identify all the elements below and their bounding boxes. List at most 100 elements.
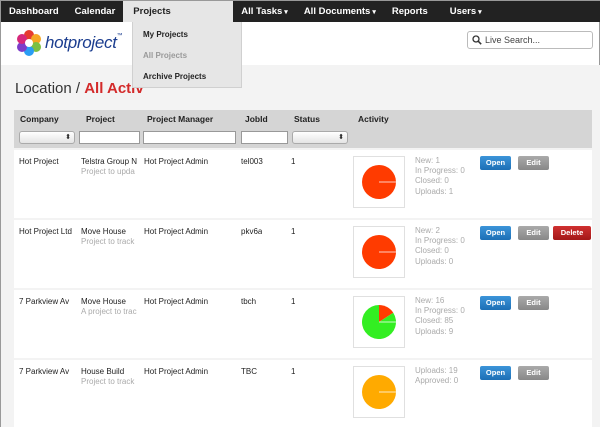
status-filter-select[interactable]: ⬍ — [292, 131, 348, 144]
manager-cell: Hot Project Admin — [144, 157, 209, 166]
page-title: Location / All Activ — [15, 80, 144, 97]
nav-calendar[interactable]: Calendar — [67, 1, 124, 22]
status-cell: 1 — [291, 227, 296, 236]
table-row: 7 Parkview Av House Build Project to tra… — [14, 360, 592, 427]
company-cell: 7 Parkview Av — [19, 367, 70, 376]
nav-all-tasks[interactable]: All Tasks ▾ — [233, 1, 296, 22]
top-nav: Dashboard Calendar Projects All Tasks ▾ A… — [1, 1, 600, 22]
jobid-filter-input[interactable] — [241, 131, 288, 144]
pie-slice — [379, 305, 394, 322]
project-link[interactable]: Move House — [81, 227, 126, 236]
stat-new: New: 1 — [415, 156, 440, 165]
open-button[interactable]: Open — [480, 296, 511, 310]
column-header-project[interactable]: Project — [86, 114, 115, 124]
nav-dashboard[interactable]: Dashboard — [1, 1, 67, 22]
nav-projects[interactable]: Projects — [123, 1, 234, 22]
project-link[interactable]: Telstra Group N — [81, 157, 138, 166]
stat-in-progress: In Progress: 0 — [415, 236, 465, 246]
stat-in-progress: In Progress: 0 — [415, 306, 465, 316]
stat-new: New: 2 — [415, 226, 440, 235]
project-description: A project to trac — [81, 307, 137, 316]
project-description: Project to track — [81, 377, 135, 386]
open-button[interactable]: Open — [480, 366, 511, 380]
column-header-activity: Activity — [358, 114, 389, 124]
open-button[interactable]: Open — [480, 226, 511, 240]
stat-uploads: Uploads: 9 — [415, 326, 454, 336]
open-button[interactable]: Open — [480, 156, 511, 170]
column-header-jobid[interactable]: JobId — [245, 114, 268, 124]
nav-reports[interactable]: Reports — [384, 1, 436, 22]
jobid-cell: TBC — [241, 367, 257, 376]
delete-button[interactable]: Delete — [553, 226, 591, 240]
status-cell: 1 — [291, 367, 296, 376]
column-header-manager[interactable]: Project Manager — [147, 114, 214, 124]
edit-button[interactable]: Edit — [518, 156, 549, 170]
stat-closed: Closed: 0 — [415, 246, 449, 256]
table-header: Company Project Project Manager JobId St… — [14, 110, 592, 148]
company-cell: 7 Parkview Av — [19, 297, 70, 306]
menu-item-my-projects[interactable]: My Projects — [143, 30, 188, 39]
menu-item-all-projects[interactable]: All Projects — [143, 51, 188, 60]
jobid-cell: tbch — [241, 297, 257, 306]
task-stats: New: 2 In Progress: 0 Closed: 0 Uploads:… — [415, 226, 465, 267]
nav-users[interactable]: Users ▾ — [436, 1, 490, 22]
task-stats: New: 1 In Progress: 0 Closed: 0 Uploads:… — [415, 156, 465, 197]
chevron-down-icon: ▾ — [284, 9, 288, 16]
task-stats: New: 16 In Progress: 0 Closed: 85 Upload… — [415, 296, 465, 337]
logo[interactable]: hotproject™ — [15, 29, 123, 57]
chevron-down-icon: ▾ — [478, 9, 482, 16]
search-input[interactable] — [485, 35, 585, 45]
project-link[interactable]: House Build — [81, 367, 125, 376]
edit-button[interactable]: Edit — [518, 296, 549, 310]
activity-pie-chart — [353, 296, 405, 348]
status-cell: 1 — [291, 297, 296, 306]
stat-in-progress: In Progress: 0 — [415, 166, 465, 176]
activity-pie-chart — [353, 156, 405, 208]
project-description: Project to upda — [81, 167, 135, 176]
company-cell: Hot Project — [19, 157, 59, 166]
manager-cell: Hot Project Admin — [144, 227, 209, 236]
logo-flower-icon — [17, 30, 41, 56]
column-header-company[interactable]: Company — [20, 114, 59, 124]
pie-chart-svg — [362, 375, 396, 409]
company-cell: Hot Project Ltd — [19, 227, 72, 236]
logo-text: hotproject™ — [45, 33, 123, 53]
menu-item-archive-projects[interactable]: Archive Projects — [143, 72, 207, 81]
logo-name: hotproject — [45, 33, 117, 52]
table-row: Hot Project Telstra Group N Project to u… — [14, 150, 592, 218]
manager-cell: Hot Project Admin — [144, 297, 209, 306]
nav-all-documents[interactable]: All Documents ▾ — [296, 1, 384, 22]
chevron-down-icon: ▾ — [372, 9, 376, 16]
task-stats: Uploads: 19 Approved: 0 — [415, 366, 458, 386]
pie-chart-svg — [362, 235, 396, 269]
jobid-cell: tel003 — [241, 157, 263, 166]
column-header-status[interactable]: Status — [294, 114, 320, 124]
company-filter-select[interactable]: ⬍ — [19, 131, 75, 144]
edit-button[interactable]: Edit — [518, 226, 549, 240]
activity-pie-chart — [353, 366, 405, 418]
table-row: 7 Parkview Av Move House A project to tr… — [14, 290, 592, 358]
stat-uploads: Uploads: 0 — [415, 256, 454, 266]
manager-filter-input[interactable] — [143, 131, 236, 144]
stat-closed: Closed: 85 — [415, 316, 454, 326]
title-filter: All Activ — [84, 80, 144, 97]
pie-chart-svg — [362, 305, 396, 339]
stat-new: New: 16 — [415, 296, 445, 305]
nav-users-label: Users — [449, 6, 477, 17]
live-search-box[interactable] — [467, 31, 593, 49]
stat-approved: Approved: 0 — [415, 376, 459, 386]
search-icon — [472, 35, 482, 45]
stat-uploads: Uploads: 1 — [415, 186, 454, 196]
nav-all-tasks-label: All Tasks — [241, 6, 283, 17]
pie-chart-svg — [362, 165, 396, 199]
status-cell: 1 — [291, 157, 296, 166]
table-row: Hot Project Ltd Move House Project to tr… — [14, 220, 592, 288]
nav-calendar-label: Calendar — [74, 6, 116, 17]
edit-button[interactable]: Edit — [518, 366, 549, 380]
nav-dashboard-label: Dashboard — [9, 6, 59, 17]
manager-cell: Hot Project Admin — [144, 367, 209, 376]
project-link[interactable]: Move House — [81, 297, 126, 306]
nav-all-documents-label: All Documents — [303, 6, 371, 17]
project-filter-input[interactable] — [79, 131, 140, 144]
nav-projects-label: Projects — [133, 6, 171, 17]
